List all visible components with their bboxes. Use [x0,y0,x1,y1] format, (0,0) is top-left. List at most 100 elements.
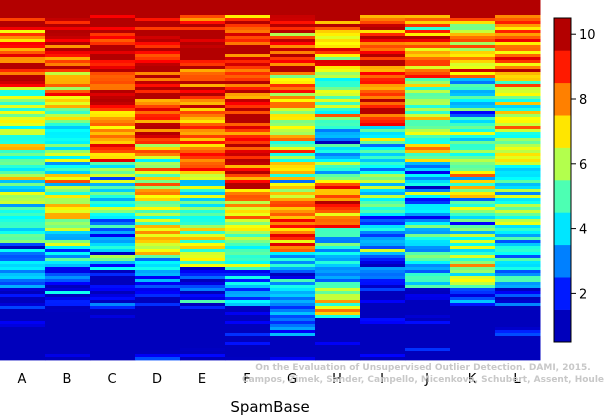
heatmap-cell [45,93,91,97]
heatmap-cell [135,336,181,340]
heatmap-cell [450,147,496,151]
heatmap-cell [450,0,496,4]
heatmap-cell [0,330,46,334]
heatmap-cell [450,285,496,289]
heatmap-cell [495,222,541,226]
heatmap-cell [495,15,541,19]
heatmap-cell [45,69,91,73]
heatmap-cell [270,261,316,265]
heatmap-cell [450,3,496,7]
heatmap-cell [45,12,91,16]
heatmap-cell [270,270,316,274]
heatmap-cell [135,222,181,226]
heatmap-cell [315,186,361,190]
heatmap-cell [405,57,451,61]
heatmap-cell [450,348,496,352]
heatmap-cell [45,339,91,343]
heatmap-cell [0,81,46,85]
heatmap-cell [270,6,316,10]
heatmap-cell [90,222,136,226]
heatmap-cell [315,264,361,268]
heatmap-cell [495,162,541,166]
heatmap-cell [90,231,136,235]
heatmap-cell [270,249,316,253]
heatmap-cell [180,279,226,283]
watermark-line-1: On the Evaluation of Unsupervised Outlie… [255,363,590,373]
heatmap-cell [0,294,46,298]
heatmap-cell [405,159,451,163]
heatmap-cell [45,48,91,52]
heatmap-cell [90,237,136,241]
heatmap-cell [90,114,136,118]
heatmap-cell [405,42,451,46]
heatmap-cell [135,45,181,49]
heatmap-cell [450,132,496,136]
heatmap-cell [315,0,361,4]
heatmap-cell [90,309,136,313]
heatmap-cell [135,75,181,79]
heatmap-cell [450,72,496,76]
heatmap-cell [270,21,316,25]
heatmap-cell [450,312,496,316]
heatmap-cell [315,120,361,124]
heatmap-cell [270,126,316,130]
heatmap-cell [405,6,451,10]
heatmap-cell [0,234,46,238]
heatmap-cell [225,234,271,238]
heatmap-cell [135,339,181,343]
heatmap-cell [360,237,406,241]
heatmap-cell [45,162,91,166]
heatmap-cell [180,333,226,337]
heatmap-cell [450,309,496,313]
heatmap-cell [0,258,46,262]
heatmap-cell [225,0,271,4]
heatmap-cell [450,165,496,169]
heatmap-cell [0,210,46,214]
heatmap-cell [225,165,271,169]
heatmap-cell [270,294,316,298]
heatmap-cell [405,210,451,214]
heatmap-cell [495,159,541,163]
heatmap-cell [405,111,451,115]
heatmap-cell [405,87,451,91]
heatmap-cell [360,30,406,34]
heatmap-cell [360,126,406,130]
heatmap-cell [0,141,46,145]
heatmap-cell [405,24,451,28]
heatmap-cell [360,6,406,10]
heatmap-cell [315,321,361,325]
heatmap-cell [225,111,271,115]
heatmap-cell [450,99,496,103]
heatmap-cell [90,24,136,28]
heatmap-cell [315,39,361,43]
heatmap-cell [495,246,541,250]
heatmap-cell [90,258,136,262]
heatmap-cell [270,66,316,70]
heatmap-cell [270,348,316,352]
heatmap-cell [360,183,406,187]
heatmap-cell [495,36,541,40]
heatmap-cell [405,30,451,34]
heatmap-cell [180,219,226,223]
heatmap-cell [495,156,541,160]
heatmap-cell [0,240,46,244]
heatmap-cell [270,177,316,181]
heatmap-cell [90,90,136,94]
heatmap-cell [180,123,226,127]
heatmap-cell [90,174,136,178]
heatmap-cell [45,225,91,229]
heatmap-cell [360,207,406,211]
heatmap-cell [90,162,136,166]
heatmap-cell [0,246,46,250]
watermark-line-2: Campos, Zimek, Sander, Campello, Micenko… [242,375,604,385]
heatmap-cell [315,345,361,349]
heatmap-cell [225,9,271,13]
heatmap-cell [0,126,46,130]
heatmap-cell [315,117,361,121]
heatmap-cell [405,123,451,127]
heatmap-cell [315,297,361,301]
heatmap-cell [360,231,406,235]
heatmap-cell [45,315,91,319]
heatmap-cell [45,114,91,118]
colorbar-level [554,18,571,51]
